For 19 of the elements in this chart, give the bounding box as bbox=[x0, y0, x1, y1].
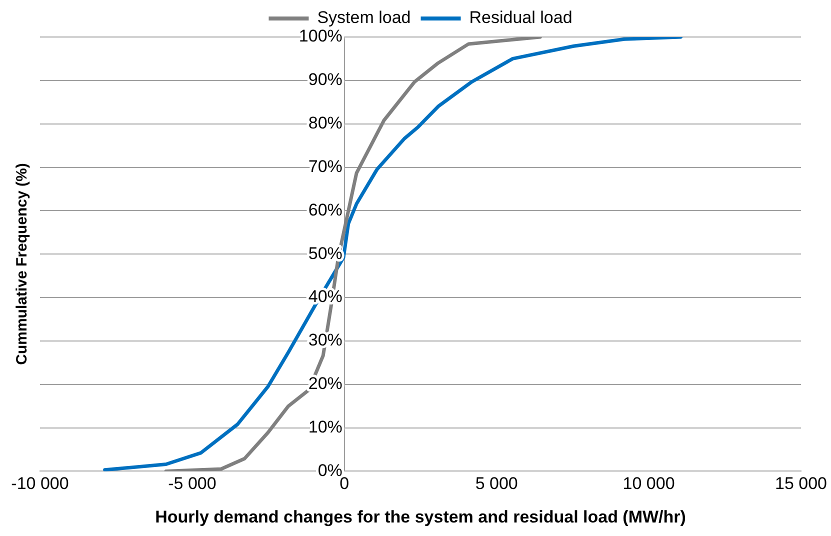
x-tick-label: 10 000 bbox=[622, 474, 675, 494]
x-tick-label: -5 000 bbox=[168, 474, 216, 494]
y-tick-label: 20% bbox=[308, 374, 342, 394]
y-tick-label: 50% bbox=[308, 244, 342, 263]
x-tick-label: 15 000 bbox=[775, 474, 827, 494]
x-axis-title: Hourly demand changes for the system and residual load (MW/hr) bbox=[155, 507, 686, 526]
x-tick-label: 5 000 bbox=[475, 474, 518, 494]
y-tick-label: 30% bbox=[308, 330, 342, 350]
y-tick-label: 70% bbox=[308, 156, 342, 176]
y-tick-label: 60% bbox=[308, 200, 342, 220]
y-axis-title: Cummulative Frequency (%) bbox=[14, 163, 30, 365]
y-tick-label: 90% bbox=[308, 70, 342, 90]
legend-label: Residual load bbox=[469, 8, 572, 28]
x-tick-label: 0 bbox=[340, 474, 350, 494]
y-tick-label: 10% bbox=[308, 417, 342, 436]
y-tick-label: 100% bbox=[298, 26, 342, 46]
y-tick-label: 80% bbox=[308, 114, 342, 133]
x-tick-label: -10 000 bbox=[11, 474, 69, 494]
legend-label: System load bbox=[317, 8, 411, 28]
